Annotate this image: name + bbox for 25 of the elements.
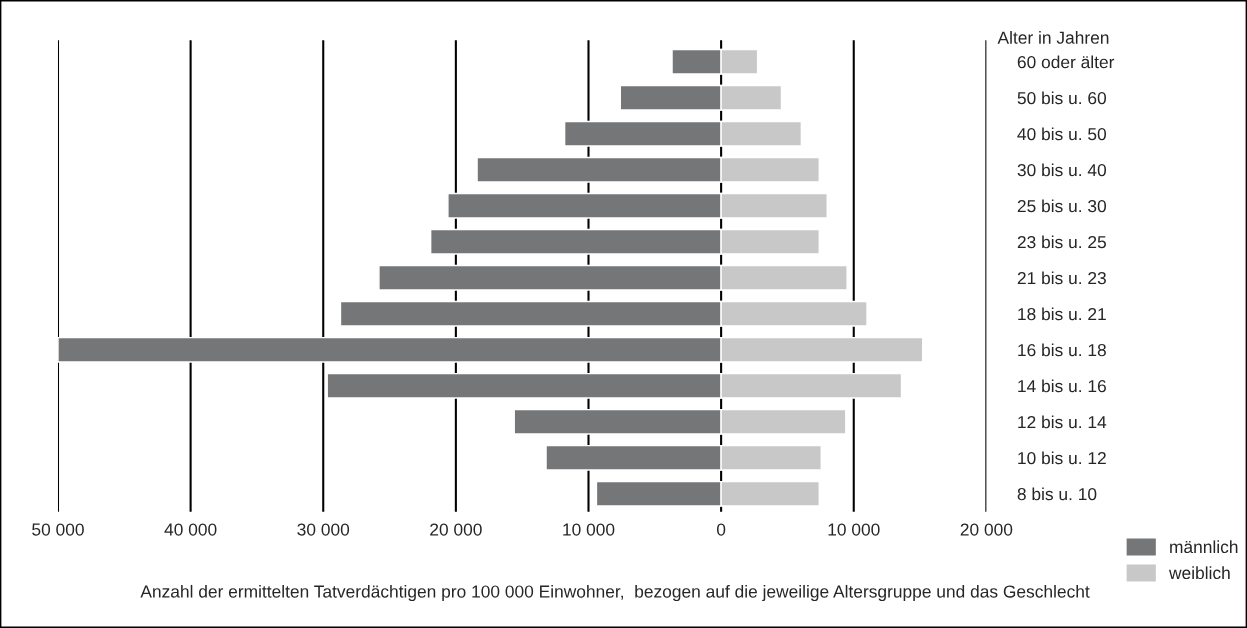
y-tick-label: 10 bis u. 12 bbox=[1018, 451, 1106, 465]
y-tick-label: 50 bis u. 60 bbox=[1017, 91, 1107, 105]
y-tick-label: 16 bis u. 18 bbox=[1018, 343, 1106, 357]
x-tick-label: 20 000 bbox=[960, 523, 1013, 536]
x-tick-label: 10 000 bbox=[828, 523, 880, 536]
x-axis-title: Anzahl der ermittelten Tatverdächtigen pro 100 000 Einwohner, bezogen auf die jeweilige Altersgruppe und das Geschlecht bbox=[140, 584, 1090, 602]
y-tick-label: 40 bis u. 50 bbox=[1017, 127, 1107, 141]
x-tick-label: 0 bbox=[716, 523, 726, 536]
y-tick-label: 8 bis u. 10 bbox=[1017, 487, 1097, 501]
y-tick-label: 23 bis u. 25 bbox=[1017, 235, 1106, 249]
y-tick-label: 14 bis u. 16 bbox=[1018, 379, 1106, 393]
x-tick-label: 10 000 bbox=[563, 523, 615, 536]
x-tick-label: 20 000 bbox=[430, 523, 482, 536]
y-tick-label: 12 bis u. 14 bbox=[1018, 415, 1107, 429]
legend-label: männlich bbox=[1170, 540, 1238, 554]
x-tick-label: 50 000 bbox=[32, 523, 84, 536]
y-tick-label: 21 bis u. 23 bbox=[1017, 271, 1106, 285]
legend-label: weiblich bbox=[1168, 566, 1230, 580]
x-tick-label: 40 000 bbox=[164, 523, 217, 536]
y-axis-title: Alter in Jahren bbox=[997, 31, 1109, 44]
y-tick-label: 18 bis u. 21 bbox=[1018, 307, 1106, 321]
y-tick-label: 30 bis u. 40 bbox=[1017, 163, 1107, 177]
y-tick-label: 60 oder älter bbox=[1017, 55, 1115, 69]
y-tick-label: 25 bis u. 30 bbox=[1017, 199, 1107, 213]
x-tick-label: 30 000 bbox=[297, 523, 350, 536]
